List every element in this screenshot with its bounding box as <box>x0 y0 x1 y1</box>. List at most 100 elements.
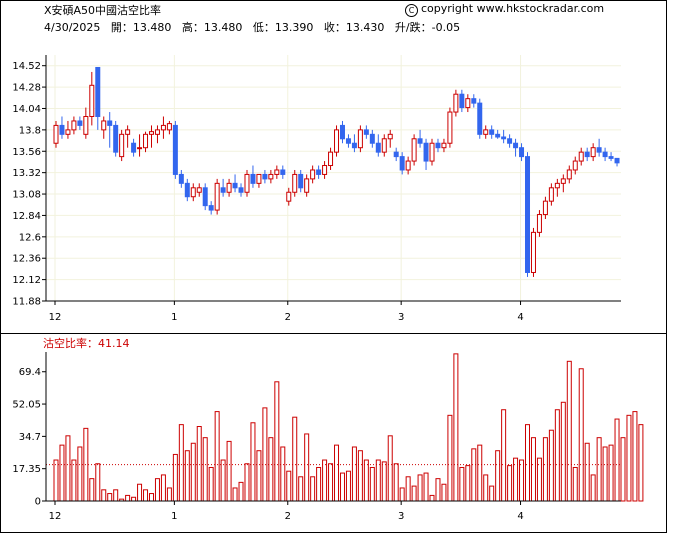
candle-body <box>107 120 113 126</box>
candle-body <box>113 124 119 153</box>
ratio-bar <box>238 481 244 502</box>
close-value: 13.430 <box>345 21 385 34</box>
candle-body <box>393 151 399 158</box>
candle-body <box>208 205 214 211</box>
ratio-tick-label: 52.05 <box>12 400 41 411</box>
short-ratio-label: 沽空比率：41.14 <box>43 335 130 351</box>
ratio-bar <box>316 466 322 502</box>
short-ratio-label-text: 沽空比率： <box>43 337 98 350</box>
price-tick-label: 13.8 <box>19 125 41 136</box>
candle-body <box>268 173 274 180</box>
ratio-bar <box>172 453 178 502</box>
price-tick-label: 14.28 <box>12 83 41 94</box>
outer-border <box>0 0 667 533</box>
ratio-bar <box>465 465 471 502</box>
candle-body <box>77 120 83 126</box>
ratio-bar <box>387 435 393 502</box>
candle-body <box>405 160 411 171</box>
ratio-bar <box>226 440 232 502</box>
ratio-bar <box>507 465 513 502</box>
ratio-bar <box>554 409 560 502</box>
ratio-bar <box>298 476 304 502</box>
ratio-bar <box>578 368 584 502</box>
short-ratio-value: 41.14 <box>98 337 130 350</box>
candle-body <box>554 182 560 189</box>
candle-body <box>525 156 531 273</box>
candle-body <box>519 147 525 158</box>
quote-date: 4/30/2025 <box>44 21 101 34</box>
candle-body <box>345 138 351 144</box>
ratio-bar <box>501 409 507 502</box>
candle-body <box>137 147 143 150</box>
candle-body <box>286 191 292 202</box>
candle-body <box>417 138 423 144</box>
ratio-x-tick-label: 12 <box>49 511 62 522</box>
ratio-bar <box>560 401 566 502</box>
ratio-bar <box>477 444 483 502</box>
candle-body <box>614 157 620 164</box>
candle-body <box>262 173 268 180</box>
copyright-text: copyright www.hkstockradar.com <box>421 2 605 15</box>
ratio-bar <box>548 429 554 502</box>
ratio-bar <box>178 424 184 502</box>
ratio-bar <box>441 483 447 502</box>
candle-body <box>542 200 548 216</box>
candle-body <box>602 151 608 158</box>
ratio-bar <box>208 466 214 502</box>
candle-body <box>53 124 59 144</box>
price-tick-label: 13.32 <box>12 168 41 179</box>
candle-body <box>495 133 501 138</box>
candle-body <box>513 142 519 149</box>
candle-body <box>196 187 202 193</box>
ratio-x-tick-label: 1 <box>171 511 177 522</box>
ratio-bar <box>292 416 298 502</box>
candle-body <box>143 133 149 149</box>
ratio-bar <box>393 463 399 502</box>
candle-body <box>578 151 584 162</box>
ratio-bar <box>459 466 465 502</box>
candle-body <box>65 129 71 135</box>
candle-body <box>357 129 363 149</box>
price-x-tick-label: 12 <box>49 312 62 323</box>
ratio-bar <box>71 459 77 502</box>
ratio-bar <box>608 444 614 502</box>
candle-body <box>334 129 340 153</box>
ratio-bar <box>304 433 310 502</box>
ratio-bar <box>357 450 363 502</box>
chart-title: X安碩A50中國沽空比率 <box>44 4 162 17</box>
ratio-bar <box>202 437 208 502</box>
ratio-bar <box>328 463 334 502</box>
low-label: 低： <box>252 21 275 34</box>
candle-body <box>453 93 459 113</box>
ratio-bar <box>137 483 143 502</box>
candle-body <box>83 116 89 135</box>
price-tick-label: 12.36 <box>12 254 41 265</box>
ratio-bar <box>89 478 95 502</box>
ratio-bar <box>148 493 154 502</box>
candle-body <box>71 120 77 131</box>
candle-body <box>298 173 304 189</box>
ratio-bar <box>220 459 226 502</box>
candle-body <box>608 156 614 159</box>
candle-body <box>160 124 166 131</box>
ratio-bar <box>566 360 572 502</box>
candle-body <box>131 142 137 153</box>
candle-body <box>441 142 447 149</box>
ratio-bar <box>351 446 357 502</box>
candle-body <box>202 187 208 207</box>
candle-body <box>369 133 375 144</box>
candle-body <box>226 182 232 193</box>
candle-body <box>89 84 95 117</box>
ratio-bar <box>154 478 160 502</box>
ratio-bar <box>286 470 292 502</box>
candle-body <box>166 123 172 131</box>
ratio-bar <box>602 446 608 502</box>
ratio-bar <box>542 437 548 502</box>
candle-body <box>572 160 578 171</box>
ratio-bar <box>447 414 453 502</box>
ratio-bar <box>280 446 286 502</box>
ratio-bar <box>369 466 375 502</box>
ratio-bar <box>59 444 65 502</box>
